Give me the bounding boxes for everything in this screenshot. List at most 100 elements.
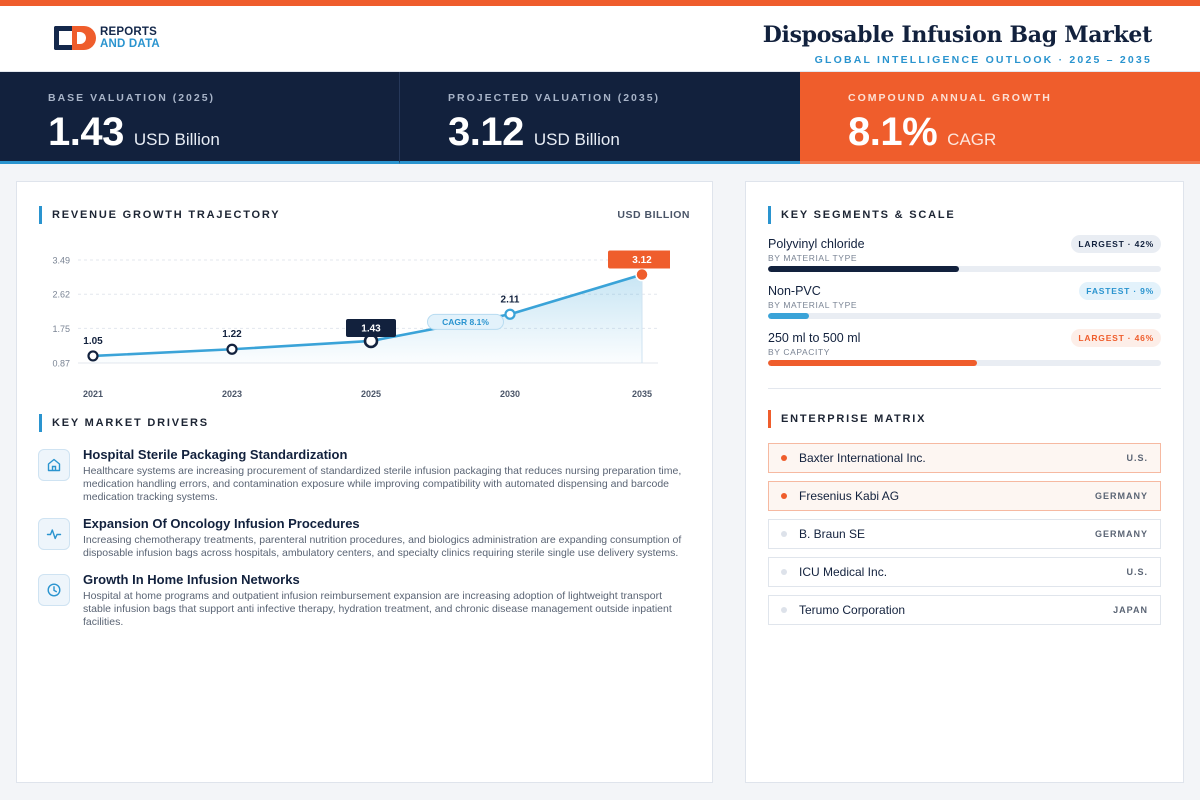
drivers-list: Hospital Sterile Packaging Standardizati… [38, 447, 688, 641]
company-row[interactable]: Baxter International Inc. U.S. [768, 443, 1161, 473]
data-point [226, 343, 238, 355]
kpi-base-valuation: BASE VALUATION (2025) 1.43 USD Billion [0, 72, 400, 164]
drivers-section-title: KEY MARKET DRIVERS [52, 417, 209, 429]
section-accent [768, 206, 771, 224]
x-tick-label: 2025 [361, 389, 381, 399]
top-accent-bar [0, 0, 1200, 6]
segment-bar-fill [768, 313, 809, 319]
company-country: JAPAN [1113, 605, 1148, 615]
company-country: U.S. [1126, 453, 1148, 463]
company-country: GERMANY [1094, 529, 1148, 539]
kpi-label: BASE VALUATION (2025) [48, 92, 216, 104]
segment-bar-track [768, 266, 1161, 272]
segments-section-header: KEY SEGMENTS & SCALE [768, 206, 956, 224]
kpi-unit: USD Billion [133, 130, 220, 149]
value-label: 1.05 [83, 336, 103, 347]
value-label: 2.11 [501, 294, 520, 305]
y-tick-label: 0.87 [52, 359, 70, 369]
segments-list: Polyvinyl chloride BY MATERIAL TYPE LARG… [768, 235, 1161, 378]
kpi-projected-valuation: PROJECTED VALUATION (2035) 3.12 USD Bill… [400, 72, 800, 164]
status-dot-icon [781, 607, 787, 613]
section-divider [768, 388, 1161, 389]
enterprise-matrix: Baxter International Inc. U.S. Fresenius… [768, 443, 1161, 633]
clock-icon [38, 574, 70, 606]
segment-badge: LARGEST · 42% [1071, 235, 1161, 253]
data-point [504, 308, 516, 320]
kpi-label: COMPOUND ANNUAL GROWTH [848, 92, 1052, 104]
driver-description: Hospital at home programs and outpatient… [83, 590, 672, 628]
logo-line-1: REPORTS [100, 26, 157, 38]
pulse-icon [38, 518, 70, 550]
kpi-number: 1.43 [48, 110, 124, 154]
segment-item: 250 ml to 500 ml BY CAPACITY LARGEST · 4… [768, 329, 1161, 366]
segment-badge: LARGEST · 46% [1071, 329, 1161, 347]
driver-description: Increasing chemotherapy treatments, pare… [83, 534, 682, 559]
company-row[interactable]: Fresenius Kabi AG GERMANY [768, 481, 1161, 511]
chart-section-header: REVENUE GROWTH TRAJECTORY [39, 206, 280, 224]
status-dot-icon [781, 493, 787, 499]
brand-logo[interactable]: REPORTS AND DATA [54, 26, 160, 50]
driver-title: Expansion Of Oncology Infusion Procedure… [83, 516, 360, 531]
company-row[interactable]: B. Braun SE GERMANY [768, 519, 1161, 549]
chart-unit-label: USD BILLION [617, 209, 690, 221]
segment-bar-fill [768, 360, 977, 366]
driver-body: Hospital Sterile Packaging Standardizati… [83, 447, 683, 504]
matrix-section-header: ENTERPRISE MATRIX [768, 410, 926, 428]
segment-category: BY MATERIAL TYPE [768, 300, 858, 310]
driver-body: Growth In Home Infusion Networks Hospita… [83, 572, 683, 629]
driver-item: Hospital Sterile Packaging Standardizati… [38, 447, 688, 504]
driver-body: Expansion Of Oncology Infusion Procedure… [83, 516, 683, 560]
kpi-value-row: 3.12 USD Billion [448, 110, 800, 155]
status-dot-icon [781, 569, 787, 575]
segment-item: Polyvinyl chloride BY MATERIAL TYPE LARG… [768, 235, 1161, 272]
kpi-value-row: 1.43 USD Billion [48, 110, 399, 155]
segment-name: Polyvinyl chloride [768, 237, 865, 251]
segment-category: BY MATERIAL TYPE [768, 253, 858, 263]
value-label: 3.12 [632, 255, 652, 266]
kpi-label: PROJECTED VALUATION (2035) [448, 92, 661, 104]
company-row[interactable]: Terumo Corporation JAPAN [768, 595, 1161, 625]
status-dot-icon [781, 531, 787, 537]
segment-badge: FASTEST · 9% [1079, 282, 1161, 300]
company-name: Baxter International Inc. [799, 451, 926, 465]
left-panel: REVENUE GROWTH TRAJECTORY USD BILLION KE… [16, 181, 713, 783]
x-tick-label: 2021 [83, 389, 103, 399]
kpi-cagr: COMPOUND ANNUAL GROWTH 8.1% CAGR [800, 72, 1200, 164]
y-tick-label: 3.49 [52, 256, 70, 266]
section-accent [39, 206, 42, 224]
kpi-value-row: 8.1% CAGR [848, 110, 1200, 155]
driver-description: Healthcare systems are increasing procur… [83, 465, 682, 503]
kpi-number: 3.12 [448, 110, 524, 154]
section-accent [768, 410, 771, 428]
segment-bar-track [768, 313, 1161, 319]
segment-bar-track [768, 360, 1161, 366]
company-name: ICU Medical Inc. [799, 565, 888, 579]
status-dot-icon [781, 455, 787, 461]
hospital-icon [38, 449, 70, 481]
page-header: REPORTS AND DATA Disposable Infusion Bag… [0, 6, 1200, 72]
x-tick-label: 2035 [632, 389, 652, 399]
revenue-chart: 3.49 2.62 1.75 0.87 2021 2023 2025 2030 2035 CAG… [52, 250, 670, 399]
chart-section-title: REVENUE GROWTH TRAJECTORY [52, 209, 281, 221]
driver-item: Expansion Of Oncology Infusion Procedure… [38, 516, 688, 560]
x-tick-label: 2023 [222, 389, 242, 399]
logo-line-2: AND DATA [100, 38, 160, 50]
logo-mark-icon [54, 26, 96, 50]
driver-title: Hospital Sterile Packaging Standardizati… [83, 447, 348, 462]
kpi-number: 8.1% [848, 110, 938, 154]
section-accent [39, 414, 42, 432]
page-subtitle: GLOBAL INTELLIGENCE OUTLOOK · 2025 – 203… [814, 54, 1152, 66]
company-row[interactable]: ICU Medical Inc. U.S. [768, 557, 1161, 587]
data-point [87, 350, 99, 362]
x-tick-label: 2030 [500, 389, 520, 399]
company-name: Fresenius Kabi AG [799, 489, 900, 503]
kpi-unit: USD Billion [533, 130, 620, 149]
page-title: Disposable Infusion Bag Market [762, 22, 1153, 48]
kpi-unit: CAGR [947, 130, 997, 149]
company-name: B. Braun SE [799, 527, 866, 541]
value-label-box [346, 318, 396, 337]
area-fill [93, 274, 642, 363]
value-label-box [608, 250, 670, 269]
y-tick-label: 2.62 [52, 290, 70, 300]
company-name: Terumo Corporation [799, 603, 906, 617]
